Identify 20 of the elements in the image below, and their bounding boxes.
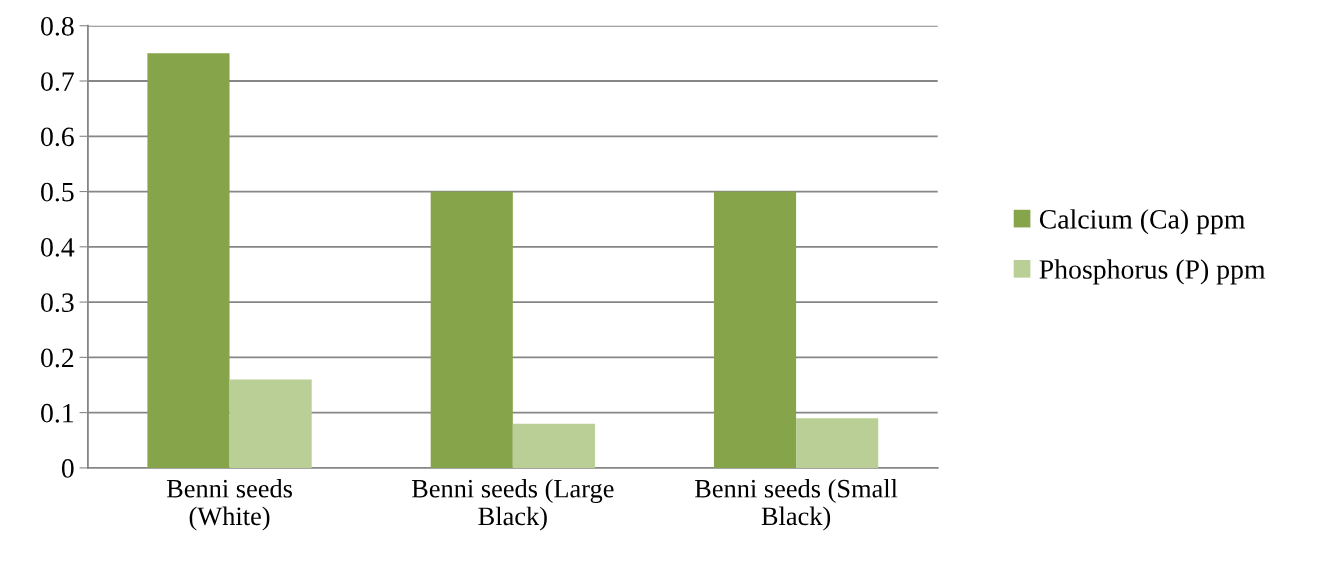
x-tick-label: Benni seeds (Small Black) <box>694 479 898 531</box>
y-tick-label: 0.2 <box>41 348 74 368</box>
legend-label: Calcium (Ca) ppm <box>1039 209 1246 235</box>
bar <box>147 53 230 468</box>
legend-label: Phosphorus (P) ppm <box>1039 259 1266 285</box>
y-tick-label: 0.3 <box>41 293 74 313</box>
bar <box>229 379 312 468</box>
bar <box>512 423 595 468</box>
bar <box>430 191 513 468</box>
y-tick-label: 0.1 <box>41 403 74 423</box>
y-tick-label: 0 <box>61 459 74 478</box>
y-tick-label: 0.8 <box>41 16 74 36</box>
x-tick-label: Benni seeds (White) <box>166 479 292 531</box>
x-tick-label: Benni seeds (Large Black) <box>411 479 614 531</box>
y-tick-label: 0.5 <box>41 182 74 202</box>
y-tick-label: 0.4 <box>41 237 75 257</box>
bar <box>713 191 797 468</box>
y-tick-label: 0.6 <box>41 127 74 147</box>
bar <box>796 418 879 468</box>
y-tick-label: 0.7 <box>41 72 74 92</box>
